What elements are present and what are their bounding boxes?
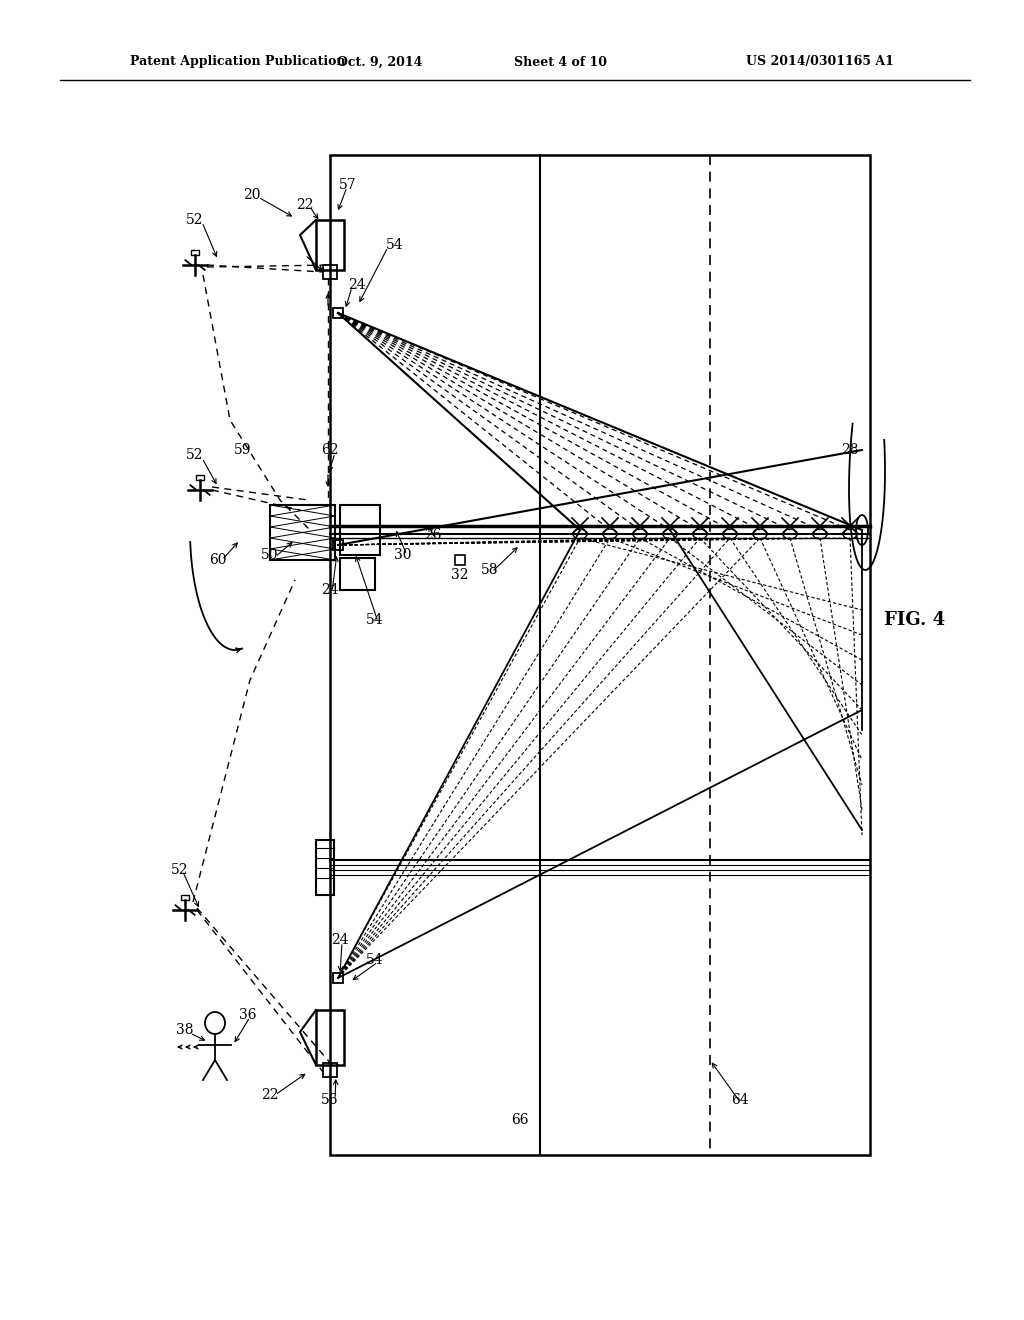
Text: 52: 52 xyxy=(171,863,188,876)
Bar xyxy=(181,895,189,900)
Text: 50: 50 xyxy=(261,548,279,562)
Bar xyxy=(323,265,337,279)
Text: 66: 66 xyxy=(511,1113,528,1127)
Text: 54: 54 xyxy=(367,612,384,627)
Text: 54: 54 xyxy=(386,238,403,252)
Text: 28: 28 xyxy=(842,444,859,457)
Text: FIG. 4: FIG. 4 xyxy=(885,611,945,630)
Text: 30: 30 xyxy=(394,548,412,562)
Text: 38: 38 xyxy=(176,1023,194,1038)
Bar xyxy=(333,540,343,550)
Text: 56: 56 xyxy=(322,1093,339,1107)
Bar xyxy=(323,1063,337,1077)
Text: 60: 60 xyxy=(209,553,226,568)
Text: 24: 24 xyxy=(322,583,339,597)
Text: 57: 57 xyxy=(339,178,356,191)
Bar xyxy=(316,1010,344,1065)
Text: 36: 36 xyxy=(240,1008,257,1022)
Bar xyxy=(316,840,334,895)
Text: 24: 24 xyxy=(331,933,349,946)
Text: 32: 32 xyxy=(452,568,469,582)
Bar xyxy=(340,558,375,590)
Bar xyxy=(196,475,204,480)
Text: 22: 22 xyxy=(296,198,313,213)
Text: 64: 64 xyxy=(731,1093,749,1107)
Bar xyxy=(333,308,343,318)
Bar xyxy=(270,506,335,560)
Text: Oct. 9, 2014: Oct. 9, 2014 xyxy=(337,55,423,69)
Text: 58: 58 xyxy=(481,564,499,577)
Text: Sheet 4 of 10: Sheet 4 of 10 xyxy=(513,55,606,69)
Text: 26: 26 xyxy=(424,528,441,543)
Text: 54: 54 xyxy=(367,953,384,968)
Text: 62: 62 xyxy=(322,444,339,457)
Bar xyxy=(191,251,199,255)
Text: 22: 22 xyxy=(261,1088,279,1102)
Text: 20: 20 xyxy=(244,187,261,202)
Bar xyxy=(340,506,380,554)
Text: 52: 52 xyxy=(186,447,204,462)
Text: 24: 24 xyxy=(348,279,366,292)
Text: Patent Application Publication: Patent Application Publication xyxy=(130,55,345,69)
Text: US 2014/0301165 A1: US 2014/0301165 A1 xyxy=(746,55,894,69)
Text: 52: 52 xyxy=(186,213,204,227)
Text: 59: 59 xyxy=(234,444,252,457)
Bar xyxy=(455,554,465,565)
Bar xyxy=(333,973,343,983)
Bar xyxy=(316,220,344,271)
Bar xyxy=(330,154,870,1155)
